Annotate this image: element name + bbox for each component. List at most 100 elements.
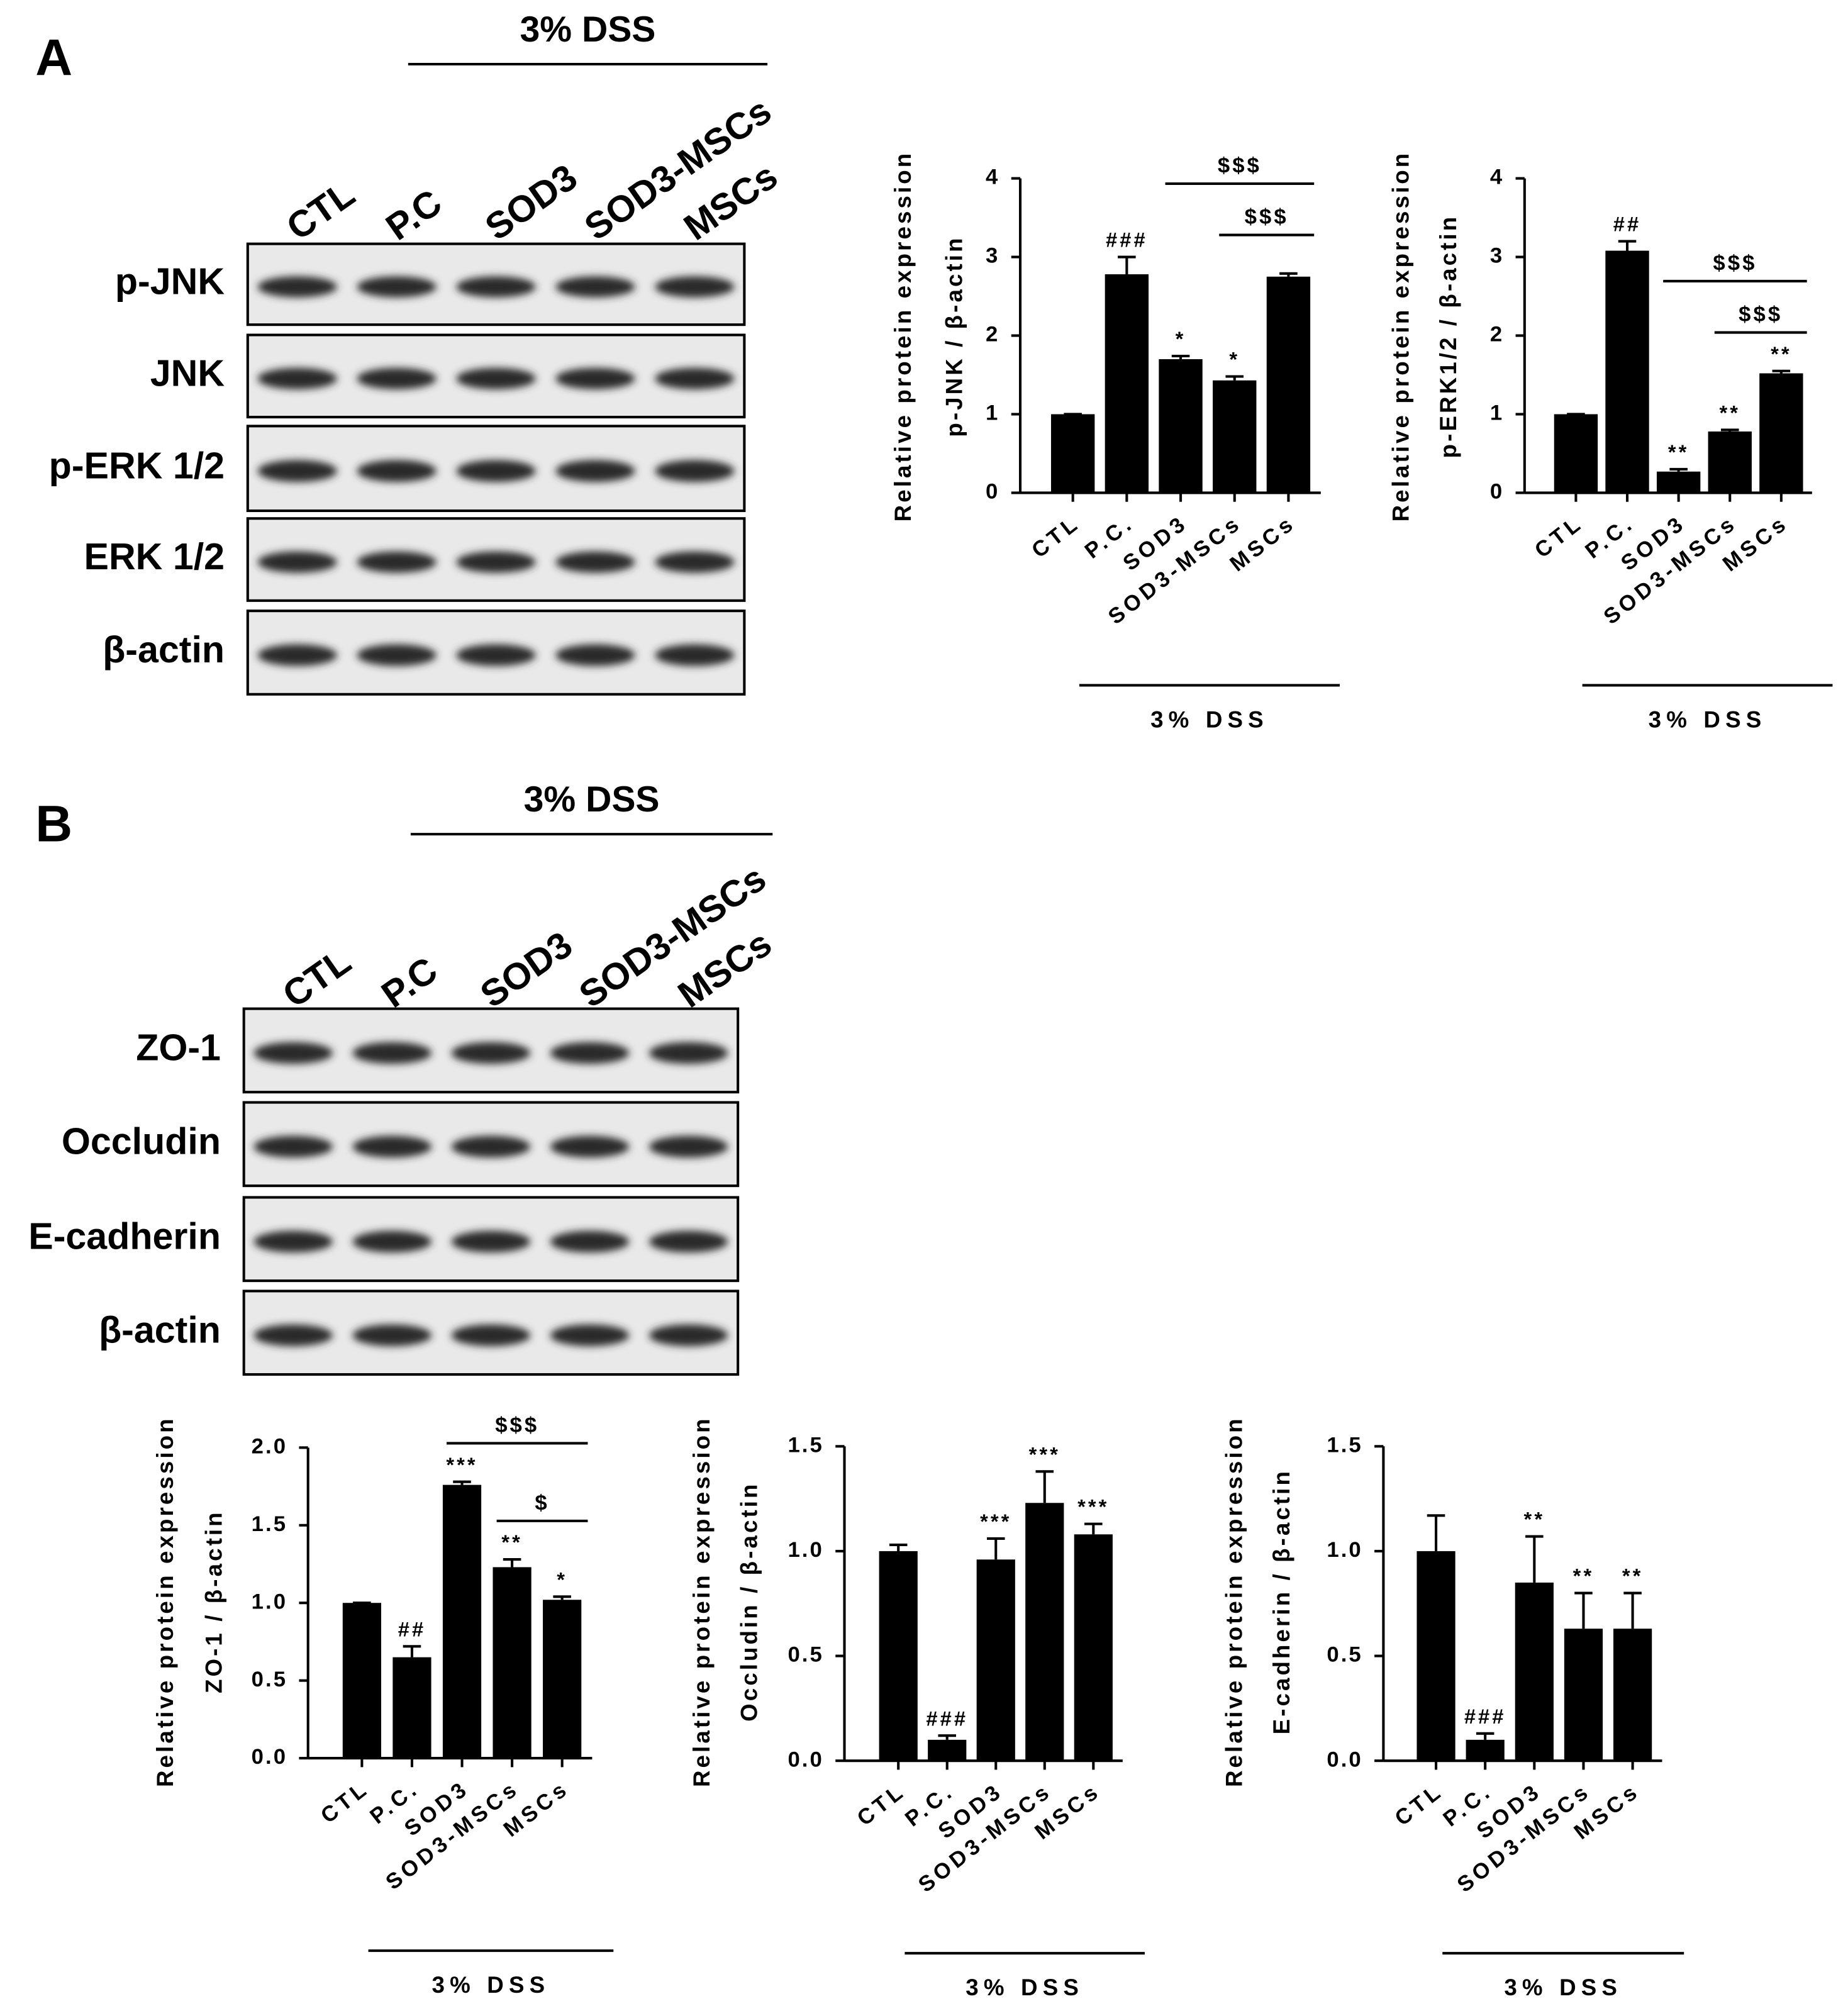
bar bbox=[1554, 414, 1598, 493]
blot-band bbox=[456, 644, 536, 666]
blot-band bbox=[257, 276, 337, 298]
y-tick-label: 0.5 bbox=[788, 1643, 823, 1667]
bar bbox=[342, 1603, 381, 1759]
blot-band bbox=[655, 551, 735, 573]
significance-label: * bbox=[557, 1568, 567, 1591]
significance-label: ### bbox=[926, 1707, 968, 1730]
blot-band bbox=[555, 644, 635, 666]
bar bbox=[392, 1657, 431, 1759]
row-label: p-JNK bbox=[115, 260, 225, 303]
group-label: 3% DSS bbox=[1150, 706, 1269, 732]
bar bbox=[1050, 414, 1095, 493]
y-tick-label: 0.0 bbox=[1327, 1747, 1362, 1771]
blot-band bbox=[648, 1135, 728, 1158]
lane-label: P.C bbox=[374, 949, 445, 1016]
blot-band bbox=[352, 1135, 432, 1158]
blot-band bbox=[655, 460, 735, 482]
significance-label: ## bbox=[398, 1617, 426, 1641]
significance-label: ** bbox=[1771, 342, 1792, 365]
significance-label: ### bbox=[1464, 1705, 1506, 1728]
significance-label: ** bbox=[1622, 1564, 1644, 1588]
blot-band bbox=[456, 367, 536, 389]
blot-band bbox=[357, 367, 437, 389]
blot-band bbox=[451, 1042, 531, 1064]
y-axis-label: p-JNK / β-actin bbox=[942, 235, 967, 437]
blot-band bbox=[253, 1230, 333, 1253]
blot-band bbox=[456, 460, 536, 482]
y-tick-label: 3 bbox=[1490, 244, 1504, 268]
bar bbox=[928, 1739, 967, 1761]
lane-label: P.C bbox=[378, 181, 449, 248]
bar bbox=[1515, 1582, 1554, 1761]
group-label: 3% DSS bbox=[432, 1972, 550, 1998]
blot-band bbox=[357, 276, 437, 298]
row-label: E-cadherin bbox=[28, 1215, 221, 1257]
y-tick-label: 0 bbox=[1490, 480, 1504, 504]
significance-label: *** bbox=[446, 1453, 477, 1476]
y-tick-label: 1.0 bbox=[1327, 1538, 1362, 1562]
treatment-label: 3% DSS bbox=[524, 779, 660, 820]
blot-band bbox=[451, 1230, 531, 1253]
y-axis-label: ZO-1 / β-actin bbox=[201, 1510, 227, 1693]
x-tick-label: CTL bbox=[1027, 511, 1084, 563]
y-tick-label: 0.5 bbox=[252, 1668, 287, 1691]
x-tick-label: CTL bbox=[1391, 1779, 1448, 1831]
blot-band bbox=[555, 276, 635, 298]
lane-label: CTL bbox=[279, 172, 362, 248]
bar bbox=[879, 1551, 918, 1761]
row-label: β-actin bbox=[103, 628, 225, 671]
comparison-label: $$$ bbox=[1218, 154, 1262, 178]
y-axis-label: Relative protein expression bbox=[1388, 151, 1414, 522]
bar bbox=[1025, 1503, 1064, 1761]
blot-band bbox=[550, 1230, 630, 1253]
lane-label: SOD3 bbox=[477, 155, 584, 248]
bar bbox=[493, 1567, 532, 1759]
blot-band bbox=[451, 1135, 531, 1158]
lane-label: CTL bbox=[275, 940, 359, 1016]
blot-band bbox=[648, 1042, 728, 1064]
row-label: Occludin bbox=[62, 1120, 221, 1162]
blot-band bbox=[555, 460, 635, 482]
blot-band bbox=[550, 1042, 630, 1064]
blot-band bbox=[550, 1324, 630, 1347]
y-axis-label: Relative protein expression bbox=[1221, 1416, 1247, 1787]
bar bbox=[1613, 1629, 1652, 1761]
blot-band bbox=[456, 276, 536, 298]
blot-band bbox=[357, 644, 437, 666]
bar bbox=[442, 1485, 482, 1759]
blot-band bbox=[357, 460, 437, 482]
blot-band bbox=[257, 460, 337, 482]
y-tick-label: 1 bbox=[1490, 401, 1504, 425]
y-tick-label: 4 bbox=[1490, 165, 1504, 189]
significance-label: * bbox=[1176, 327, 1186, 350]
bar bbox=[976, 1559, 1015, 1761]
y-axis-label: Relative protein expression bbox=[890, 151, 916, 522]
bar bbox=[1105, 274, 1149, 493]
y-tick-label: 0 bbox=[986, 480, 999, 504]
bar bbox=[1759, 373, 1803, 493]
y-tick-label: 0.5 bbox=[1327, 1643, 1362, 1667]
blot-band bbox=[253, 1135, 333, 1158]
y-tick-label: 4 bbox=[986, 165, 999, 189]
significance-label: * bbox=[1229, 348, 1240, 371]
y-tick-label: 0.0 bbox=[788, 1747, 823, 1771]
bar bbox=[1564, 1629, 1603, 1761]
panel-label: B bbox=[35, 795, 72, 852]
bar bbox=[1466, 1739, 1505, 1761]
y-tick-label: 1.5 bbox=[252, 1512, 287, 1536]
blot-band bbox=[550, 1135, 630, 1158]
blot-band bbox=[655, 367, 735, 389]
bar bbox=[1417, 1551, 1456, 1761]
blot-band bbox=[352, 1230, 432, 1253]
blot-band bbox=[655, 276, 735, 298]
significance-label: ** bbox=[1573, 1564, 1595, 1588]
blot-band bbox=[456, 551, 536, 573]
bar bbox=[1605, 250, 1649, 493]
blot-band bbox=[451, 1324, 531, 1347]
comparison-label: $$$ bbox=[495, 1413, 539, 1437]
y-axis-label: E-cadherin / β-actin bbox=[1269, 1469, 1294, 1734]
significance-label: ** bbox=[1668, 440, 1689, 464]
blot-band bbox=[352, 1042, 432, 1064]
